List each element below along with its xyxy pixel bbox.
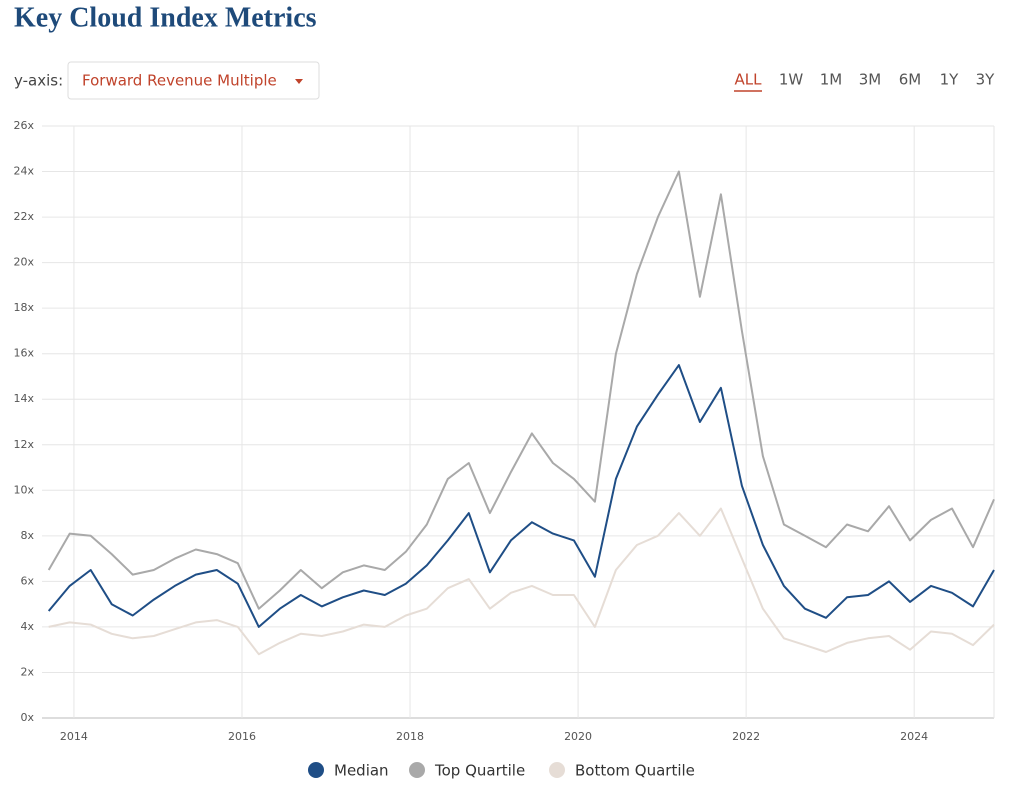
metric-dropdown[interactable]: Forward Revenue Multiple (67, 61, 320, 100)
y-tick-label: 4x (20, 620, 34, 633)
x-tick-label: 2016 (228, 730, 256, 743)
x-tick-label: 2018 (396, 730, 424, 743)
x-tick-label: 2014 (60, 730, 88, 743)
y-tick-label: 0x (20, 711, 34, 724)
range-button[interactable]: 3M (859, 71, 882, 89)
y-tick-label: 10x (13, 483, 34, 496)
range-button[interactable]: 6M (899, 71, 922, 89)
series-line (47, 364, 995, 628)
range-button[interactable]: ALL (735, 71, 763, 89)
dropdown-box[interactable] (67, 61, 320, 100)
y-tick-label: 14x (13, 392, 34, 405)
y-tick-label: 6x (20, 574, 34, 587)
range-button[interactable]: 1M (820, 71, 843, 89)
dropdown-value[interactable]: Forward Revenue Multiple (82, 72, 277, 90)
x-tick-label: 2020 (564, 730, 592, 743)
range-button[interactable]: 1W (779, 71, 804, 89)
y-tick-label: 20x (13, 256, 34, 269)
chart-title: Key Cloud Index Metrics (14, 2, 317, 33)
legend-marker (308, 762, 324, 778)
y-tick-label: 26x (13, 119, 34, 132)
y-tick-label: 12x (13, 438, 34, 451)
y-tick-label: 24x (13, 165, 34, 178)
y-tick-label: 8x (20, 529, 34, 542)
y-tick-label: 16x (13, 347, 34, 360)
legend-marker (409, 762, 425, 778)
range-button[interactable]: 3Y (976, 71, 996, 89)
range-button[interactable]: 1Y (940, 71, 960, 89)
axis-selector-label: y-axis: (14, 72, 63, 90)
y-tick-label: 2x (20, 665, 34, 678)
dropdown-arrow[interactable] (295, 79, 303, 84)
legend-label: Median (334, 762, 389, 780)
x-tick-label: 2024 (900, 730, 928, 743)
y-tick-label: 18x (13, 301, 34, 314)
y-tick-label: 22x (13, 210, 34, 223)
legend-label: Bottom Quartile (575, 762, 695, 780)
legend-label: Top Quartile (434, 762, 525, 780)
legend-marker (549, 762, 565, 778)
series-line (47, 170, 995, 610)
x-tick-label: 2022 (732, 730, 760, 743)
series-line (48, 507, 995, 656)
